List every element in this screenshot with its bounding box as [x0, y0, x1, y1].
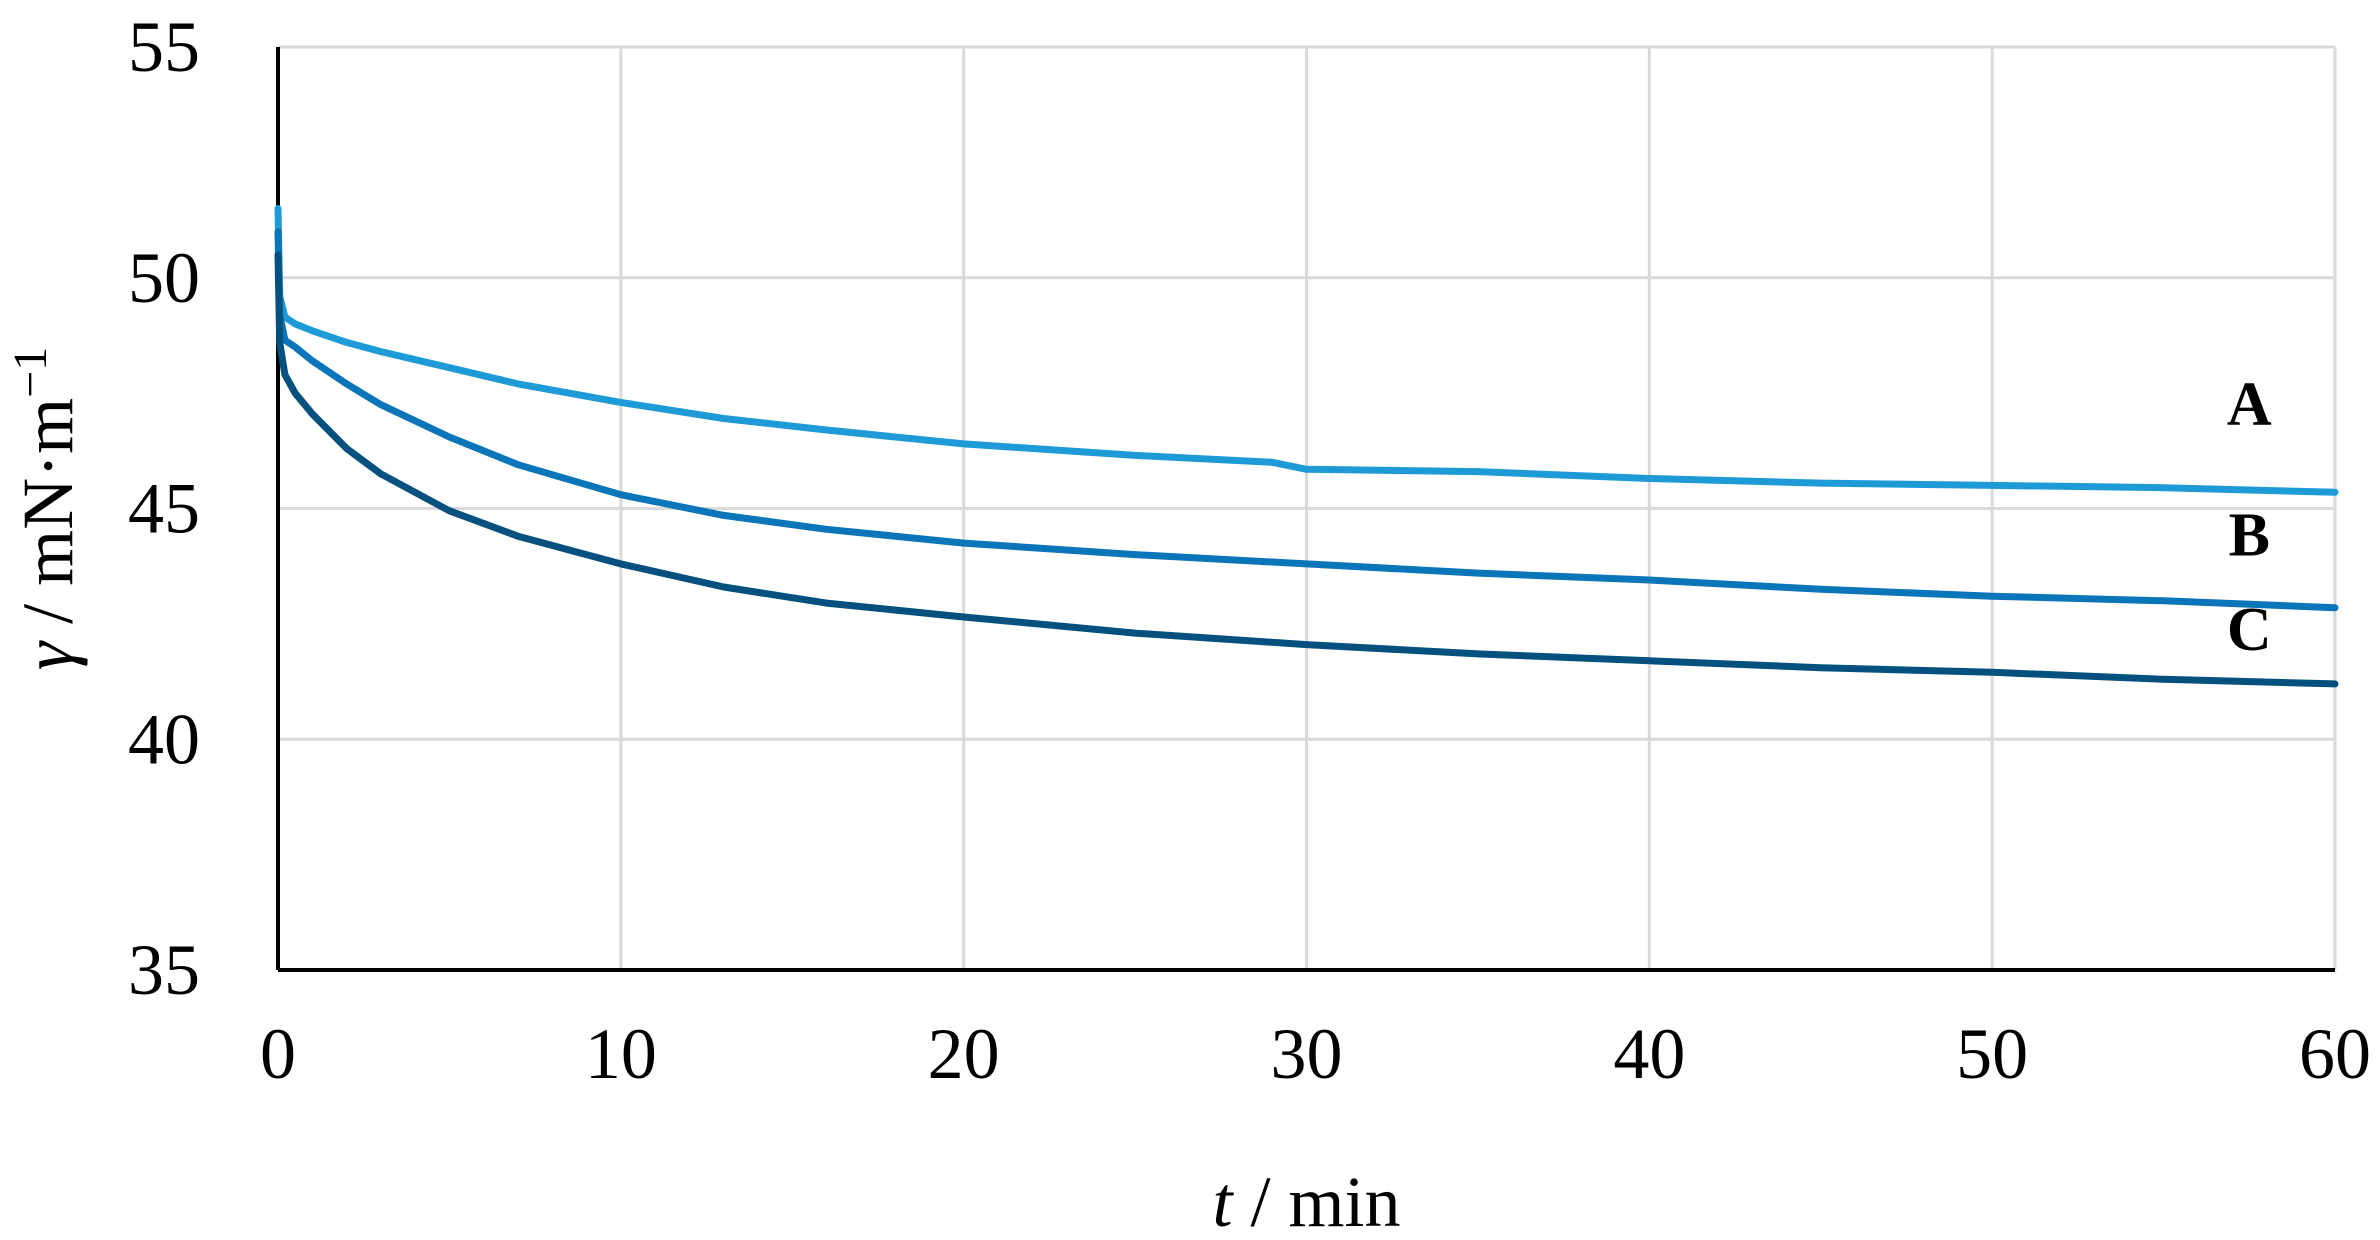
series-lines: [274, 205, 2339, 688]
series-label-b: B: [2229, 502, 2270, 570]
x-axis-title-unit: / min: [1233, 1162, 1401, 1240]
y-tick-label-50: 50: [128, 238, 200, 318]
series-line-c: [274, 251, 2339, 688]
x-axis-title-symbol: t: [1212, 1162, 1234, 1240]
y-axis-title: γ / mN·m−1: [4, 347, 88, 670]
x-tick-label-0: 0: [260, 1014, 296, 1094]
x-tick-label-10: 10: [585, 1014, 657, 1094]
y-tick-label-45: 45: [128, 469, 200, 549]
y-axis-title-symbol: γ: [8, 640, 88, 670]
x-axis-title: t / min: [1212, 1162, 1400, 1240]
x-tick-label-30: 30: [1271, 1014, 1343, 1094]
y-axis-title-unit: / mN·m: [8, 398, 88, 642]
x-tick-label-20: 20: [928, 1014, 1000, 1094]
x-tick-label-60: 60: [2299, 1014, 2371, 1094]
y-axis-title-exponent: −1: [4, 347, 57, 398]
y-tick-label-55: 55: [128, 7, 200, 87]
series-labels: ABC: [2227, 370, 2272, 664]
tick-labels: 0 10 20 30 40 50 60 35 40 45 50 55: [128, 7, 2371, 1094]
y-tick-label-40: 40: [128, 699, 200, 779]
series-line-a: [274, 205, 2339, 496]
axes: [276, 47, 2335, 972]
series-label-c: C: [2227, 596, 2272, 664]
x-tick-label-50: 50: [1956, 1014, 2028, 1094]
grid-lines: [278, 45, 2337, 970]
series-label-a: A: [2227, 370, 2272, 438]
y-tick-label-35: 35: [128, 930, 200, 1010]
series-line-b: [274, 228, 2339, 612]
x-tick-label-40: 40: [1613, 1014, 1685, 1094]
